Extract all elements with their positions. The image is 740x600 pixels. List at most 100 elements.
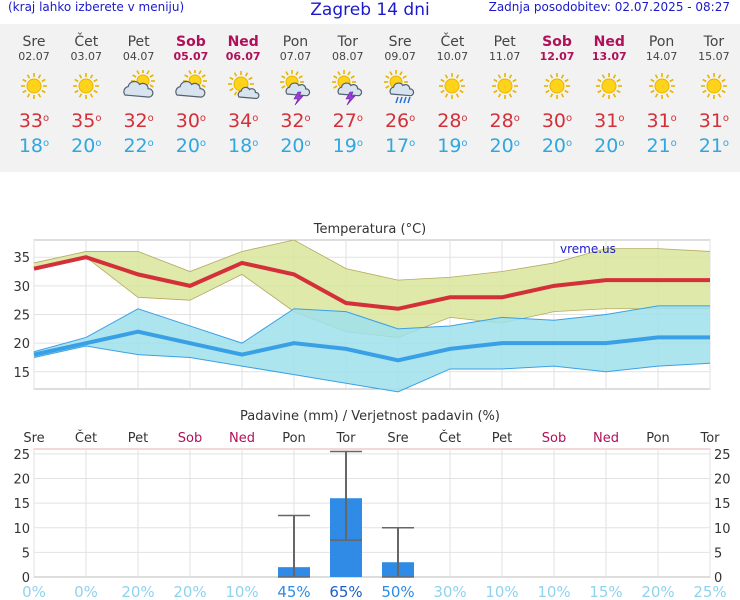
x-tick-label: Čet xyxy=(439,430,461,446)
probability-label: 0% xyxy=(22,583,46,600)
forecast-day: Tor 08.07 27o 19o xyxy=(322,24,374,158)
forecast-day: Sre 09.07 26o 17o xyxy=(374,24,426,158)
y-tick-label-left: 15 xyxy=(13,497,30,512)
forecast-day: Čet 10.07 28o 19o xyxy=(426,24,478,158)
min-temperature-line xyxy=(33,329,710,363)
day-name: Pon xyxy=(648,34,675,50)
probability-label: 10% xyxy=(225,583,258,600)
day-name: Sre xyxy=(388,34,412,50)
max-temperature: 28o xyxy=(437,110,468,132)
y-tick-label: 30 xyxy=(13,280,30,295)
y-tick-label-right: 20 xyxy=(714,473,731,488)
y-tick-label: 35 xyxy=(13,251,30,266)
day-name: Ned xyxy=(593,34,625,50)
max-temperature: 28o xyxy=(489,110,520,132)
forecast-day: Sob 05.07 30o 20o xyxy=(165,24,217,158)
y-tick-label-right: 5 xyxy=(714,546,722,561)
probability-label: 20% xyxy=(121,583,154,600)
day-date: 13.07 xyxy=(591,50,627,63)
y-tick-label-right: 10 xyxy=(714,522,731,537)
min-temperature: 18o xyxy=(228,135,259,157)
degree-sign: o xyxy=(722,138,730,149)
probability-label: 45% xyxy=(277,583,310,600)
y-tick-label-left: 0 xyxy=(22,571,30,586)
forecast-day: Tor 15.07 31o 21o xyxy=(688,24,740,158)
sun-icon xyxy=(700,73,727,99)
max-temperature: 30o xyxy=(175,110,207,132)
x-tick-label: Tor xyxy=(335,431,356,446)
day-date: 15.07 xyxy=(698,50,730,63)
max-temperature: 35o xyxy=(71,110,102,132)
probability-label: 0% xyxy=(74,583,98,600)
min-range-upper-line xyxy=(33,305,710,353)
watermark: vreme.us xyxy=(560,242,616,256)
day-name: Tor xyxy=(703,34,725,50)
max-temperature: 30o xyxy=(541,110,573,132)
degree-sign: o xyxy=(43,138,50,149)
last-updated: Zadnja posodobitev: 02.07.2025 - 08:27 xyxy=(488,0,730,14)
page-title: Zagreb 14 dni xyxy=(310,0,430,20)
min-temperature: 18o xyxy=(18,135,50,157)
forecast-day: Sre 02.07 33o 18o xyxy=(8,24,60,158)
degree-sign: o xyxy=(199,138,207,149)
y-tick-label-right: 0 xyxy=(714,571,722,586)
sun-icon xyxy=(491,73,518,99)
x-tick-label: Čet xyxy=(75,430,97,446)
sun-rain-icon xyxy=(384,70,415,104)
max-temperature: 32o xyxy=(123,110,154,132)
min-temperature: 21o xyxy=(646,135,677,157)
y-tick-label-left: 20 xyxy=(13,473,30,488)
y-tick-label-right: 25 xyxy=(714,448,731,463)
day-date: 12.07 xyxy=(539,50,575,63)
min-temperature: 20o xyxy=(489,135,520,157)
day-date: 10.07 xyxy=(436,50,469,63)
degree-sign: o xyxy=(356,113,363,124)
max-temperature: 26o xyxy=(384,110,416,132)
min-temperature: 19o xyxy=(332,135,363,157)
x-tick-label: Tor xyxy=(699,431,720,446)
forecast-day: Ned 13.07 31o 20o xyxy=(583,24,635,158)
degree-sign: o xyxy=(670,113,677,124)
day-name: Sob xyxy=(176,34,206,50)
degree-sign: o xyxy=(722,113,730,124)
x-tick-label: Sre xyxy=(23,431,44,446)
max-temperature: 33o xyxy=(18,110,50,132)
day-name: Pon xyxy=(282,34,309,50)
day-name: Sre xyxy=(22,34,46,50)
probability-label: 25% xyxy=(693,583,726,600)
sun-storm-icon xyxy=(279,70,310,106)
day-name: Tor xyxy=(337,34,359,50)
degree-sign: o xyxy=(356,138,363,149)
min-temperature: 22o xyxy=(123,135,154,157)
degree-sign: o xyxy=(95,138,102,149)
sun-icon xyxy=(544,73,570,99)
degree-sign: o xyxy=(461,113,468,124)
probability-label: 15% xyxy=(589,583,622,600)
x-tick-label: Pon xyxy=(282,431,306,446)
x-tick-label: Ned xyxy=(593,431,619,446)
day-date: 08.07 xyxy=(332,50,364,63)
x-tick-label: Sre xyxy=(387,431,408,446)
probability-label: 30% xyxy=(433,583,466,600)
forecast-day: Ned 06.07 34o 18o xyxy=(217,24,269,158)
y-tick-label-right: 15 xyxy=(714,497,731,512)
degree-sign: o xyxy=(304,138,311,149)
y-tick-label: 15 xyxy=(13,366,30,381)
max-temperature: 27o xyxy=(332,110,363,132)
sun-cloud-icon xyxy=(122,70,155,98)
degree-sign: o xyxy=(304,113,311,124)
day-date: 07.07 xyxy=(279,50,312,63)
degree-sign: o xyxy=(147,138,154,149)
day-date: 05.07 xyxy=(173,50,209,63)
sun-icon xyxy=(648,73,675,99)
max-range-band xyxy=(34,240,710,338)
day-name: Sob xyxy=(542,34,572,50)
degree-sign: o xyxy=(461,138,468,149)
degree-sign: o xyxy=(618,113,625,124)
day-name: Pet xyxy=(127,34,150,50)
max-temperature: 31o xyxy=(594,110,625,132)
probability-label: 65% xyxy=(329,583,362,600)
degree-sign: o xyxy=(409,138,416,149)
day-date: 03.07 xyxy=(70,50,103,63)
day-name: Čet xyxy=(74,34,99,50)
